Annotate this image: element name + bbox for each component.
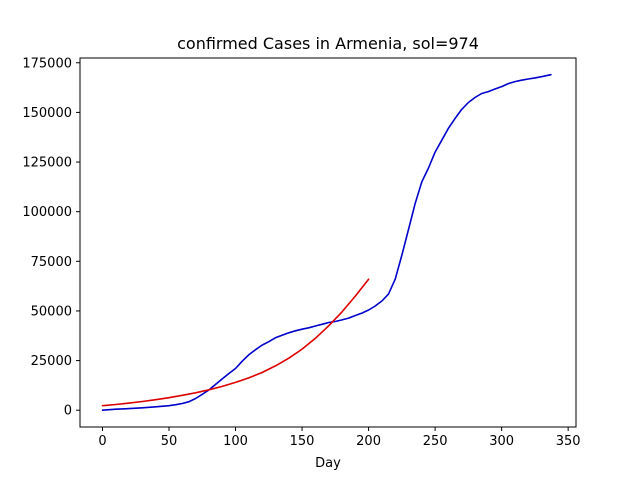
x-tick-label: 100: [223, 434, 248, 449]
x-tick-label: 350: [556, 434, 581, 449]
y-tick-label: 50000: [31, 304, 72, 319]
y-tick-label: 100000: [22, 205, 72, 220]
y-tick-label: 150000: [22, 106, 72, 121]
x-tick-label: 300: [489, 434, 514, 449]
series-line-2: [101, 278, 370, 407]
axes-layer: 0 50 100 150 200 250 300 350 0 25000 50000 75000 100…: [22, 56, 580, 449]
series-line-1: [101, 73, 552, 412]
y-tick-label: 175000: [22, 56, 72, 71]
plot-frame: [79, 57, 577, 428]
y-tick-label: 125000: [22, 156, 72, 171]
series-layer: [101, 73, 552, 412]
x-axis-label: Day: [315, 456, 341, 471]
y-tick-label: 25000: [31, 354, 72, 369]
y-tick-label: 0: [64, 404, 72, 419]
x-tick-label: 150: [290, 434, 315, 449]
x-tick-label: 0: [98, 434, 106, 449]
y-tick-label: 75000: [31, 255, 72, 270]
x-tick-label: 200: [356, 434, 381, 449]
chart-title: confirmed Cases in Armenia, sol=974: [177, 34, 479, 53]
x-tick-label: 50: [161, 434, 178, 449]
x-tick-label: 250: [423, 434, 448, 449]
